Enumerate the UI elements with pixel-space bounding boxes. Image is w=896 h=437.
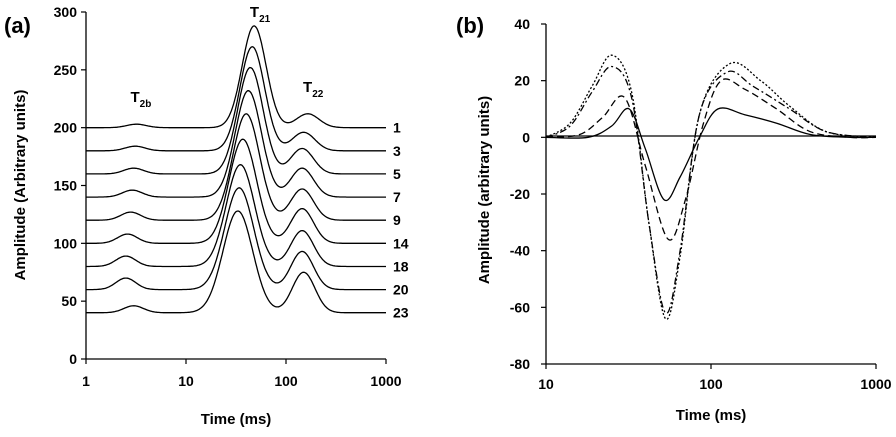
panel-a-x-tick-label: 1	[82, 373, 90, 389]
panel-a-curve-label: 18	[393, 258, 409, 274]
peak-label-subscript: 22	[312, 89, 324, 100]
panel-a-curve-label: 7	[393, 189, 401, 205]
panel-a-y-tick-label: 150	[54, 178, 78, 194]
panel-a-y-tick-label: 250	[54, 62, 78, 78]
panel-a-y-tick-label: 200	[54, 120, 78, 136]
panel-a-y-title: Amplitude (Arbitrary units)	[12, 90, 29, 281]
panel-a-curve	[86, 45, 386, 152]
panel-a-x-title: Time (ms)	[201, 411, 272, 428]
panel-a-y-tick-label: 300	[54, 4, 78, 20]
panel-a-curve-label: 5	[393, 166, 401, 182]
panel-a-curve	[86, 187, 386, 291]
panel-b-x-tick-label: 100	[699, 376, 723, 392]
panel-b-y-title: Amplitude (arbitrary units)	[476, 96, 493, 284]
panel-a-x-ticks: 1 10 100 1000	[82, 359, 402, 389]
peak-label-subscript: 21	[259, 14, 271, 25]
panel-b-y-tick-label: -80	[510, 356, 530, 372]
panel-b-x-ticks: 10 100 1000	[538, 364, 892, 392]
panel-a-peak-label: T21	[250, 4, 271, 25]
panel-a-y-tick-label: 50	[61, 293, 77, 309]
panel-a-curve	[86, 210, 386, 314]
panel-a-peak-label: T22	[303, 79, 324, 100]
panel-b-x-tick-label: 10	[538, 376, 554, 392]
panel-a-curve-label: 1	[393, 120, 401, 136]
panel-a-curve-labels: 1 3 5 7 9 14 18 20 23	[393, 120, 409, 321]
panel-a-label: (a)	[4, 13, 31, 38]
panel-a-x-tick-label: 1000	[370, 373, 401, 389]
panel-a-curve-label: 20	[393, 282, 409, 298]
panel-a-curve	[86, 138, 386, 244]
panel-a-x-tick-label: 10	[178, 373, 194, 389]
panel-a-peak-label: T2b	[131, 89, 152, 110]
peak-label-main: T	[303, 79, 312, 96]
panel-b-y-tick-label: 20	[514, 73, 530, 89]
panel-b-x-title: Time (ms)	[676, 407, 747, 424]
panel-a-curve	[86, 25, 386, 129]
panel-b-y-ticks: 40 20 0 -20 -40 -60 -80	[510, 16, 546, 372]
panel-a-x-tick-label: 100	[274, 373, 298, 389]
panel-b-y-tick-label: -40	[510, 243, 530, 259]
panel-a-curves	[86, 25, 386, 314]
panel-a-curve	[86, 164, 386, 268]
panel-b-y-tick-label: -60	[510, 299, 530, 315]
peak-label-main: T	[250, 4, 259, 21]
panel-b-y-tick-label: -20	[510, 186, 530, 202]
panel-a-curve	[86, 90, 386, 198]
panel-a-curve-label: 9	[393, 212, 401, 228]
panel-b-label: (b)	[456, 13, 484, 38]
panel-b-y-tick-label: 0	[522, 129, 530, 145]
panel-a-curve	[86, 66, 386, 175]
panel-a-curve-label: 3	[393, 143, 401, 159]
panel-b-curve-dashed	[545, 78, 877, 241]
panel-b-curve-solid	[545, 107, 877, 202]
peak-label-subscript: 2b	[140, 99, 152, 110]
panel-a-curve	[86, 113, 386, 221]
panel-b-curve-dotdash	[545, 65, 877, 314]
panel-b-x-tick-label: 1000	[860, 376, 891, 392]
panel-a-curve-label: 14	[393, 235, 409, 251]
panel-a-y-ticks: 0 50 100 150 200 250 300	[54, 4, 86, 367]
peak-label-main: T	[131, 89, 140, 106]
panel-b-curve-dotted	[545, 54, 877, 320]
panel-b-y-tick-label: 40	[514, 16, 530, 32]
panel-a-y-tick-label: 0	[69, 351, 77, 367]
panel-b-chart: (b) 40 20 0 -20 -40 -60 -80 10 100 1000 Time (ms…	[456, 13, 892, 424]
panel-a-curve-label: 23	[393, 305, 409, 321]
panel-a-y-tick-label: 100	[54, 235, 78, 251]
panel-b-curves	[545, 54, 877, 320]
